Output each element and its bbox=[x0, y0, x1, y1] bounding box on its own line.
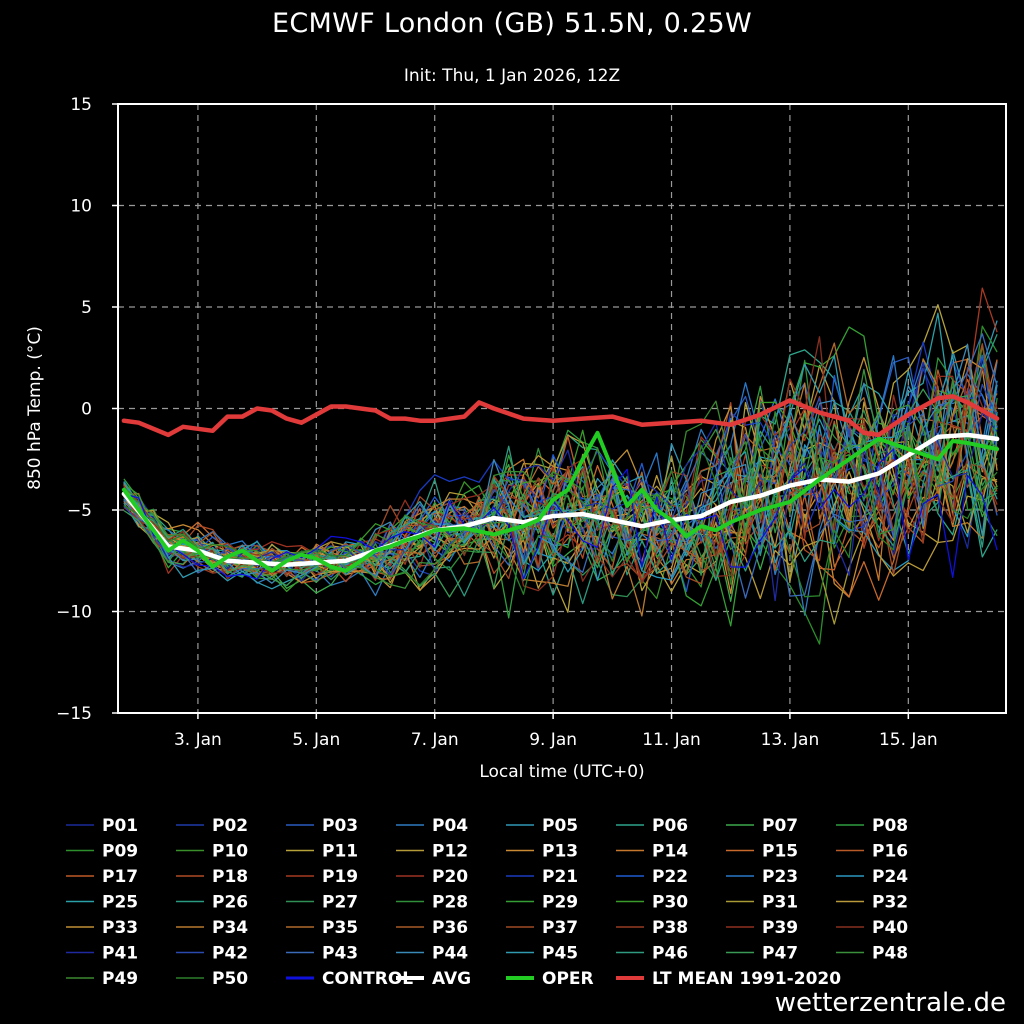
y-tick-label: 0 bbox=[81, 400, 92, 420]
grid-lines bbox=[118, 104, 1006, 713]
legend-label: P17 bbox=[102, 867, 138, 887]
legend-label: P44 bbox=[432, 944, 468, 964]
x-tick-label: 15. Jan bbox=[879, 730, 938, 750]
ensemble-temperature-chart: 15 10 5 0 −5 −10 −15 3. Jan 5. Jan 7. Jan 9. Jan 1… bbox=[25, 95, 1007, 989]
legend-label: P39 bbox=[762, 918, 798, 938]
legend-label: P47 bbox=[762, 944, 798, 964]
y-axis-label: 850 hPa Temp. (°C) bbox=[25, 326, 45, 490]
member-line-p34 bbox=[123, 358, 998, 617]
legend-label: P19 bbox=[322, 867, 358, 887]
legend-label: P22 bbox=[652, 867, 688, 887]
legend-label: P08 bbox=[872, 816, 908, 836]
legend-label: P14 bbox=[652, 842, 688, 862]
y-tick-label: 10 bbox=[70, 197, 92, 217]
legend-label: P35 bbox=[322, 918, 358, 938]
y-tick-label: 15 bbox=[70, 95, 92, 115]
y-tick-label: 5 bbox=[81, 298, 92, 318]
legend-label: P15 bbox=[762, 842, 798, 862]
chart-subtitle: Init: Thu, 1 Jan 2026, 12Z bbox=[403, 66, 621, 86]
series-line-lt-mean-1991-2020 bbox=[121, 394, 1000, 438]
y-tick-label: −15 bbox=[56, 704, 92, 724]
y-tick-label: −5 bbox=[67, 501, 92, 521]
member-line-p32 bbox=[123, 450, 998, 600]
legend: P01 P02 P03 P04 P05 P06 P07 P08 P09 P10 P11 P12 P13 P… bbox=[66, 816, 908, 989]
member-line-p39 bbox=[123, 375, 998, 584]
legend-label: P01 bbox=[102, 816, 138, 836]
legend-label: P10 bbox=[212, 842, 248, 862]
member-line-p35 bbox=[123, 342, 998, 575]
legend-label: P12 bbox=[432, 842, 468, 862]
legend-label: P16 bbox=[872, 842, 908, 862]
legend-label: P29 bbox=[542, 893, 578, 913]
main-series-lines bbox=[121, 394, 1000, 573]
legend-label: P45 bbox=[542, 944, 578, 964]
x-tick-label: 7. Jan bbox=[411, 730, 459, 750]
y-axis-ticks: 15 10 5 0 −5 −10 −15 bbox=[56, 95, 118, 724]
legend-label: P40 bbox=[872, 918, 908, 938]
member-line-p37 bbox=[123, 343, 998, 585]
member-line-p29 bbox=[123, 326, 998, 627]
legend-label: P26 bbox=[212, 893, 248, 913]
legend-label: P06 bbox=[652, 816, 688, 836]
legend-label: P02 bbox=[212, 816, 248, 836]
x-tick-label: 11. Jan bbox=[642, 730, 701, 750]
x-tick-label: 9. Jan bbox=[529, 730, 577, 750]
legend-label: P46 bbox=[652, 944, 688, 964]
legend-label: P11 bbox=[322, 842, 358, 862]
chart-title: ECMWF London (GB) 51.5N, 0.25W bbox=[272, 8, 752, 39]
legend-label: P48 bbox=[872, 944, 908, 964]
legend-label: P36 bbox=[432, 918, 468, 938]
ensemble-member-lines bbox=[123, 287, 998, 645]
legend-label: P42 bbox=[212, 944, 248, 964]
legend-label: P21 bbox=[542, 867, 578, 887]
legend-label: P20 bbox=[432, 867, 468, 887]
legend-label: P33 bbox=[102, 918, 138, 938]
legend-label: P37 bbox=[542, 918, 578, 938]
legend-label: P09 bbox=[102, 842, 138, 862]
member-line-p41 bbox=[123, 361, 998, 602]
legend-label: P31 bbox=[762, 893, 798, 913]
legend-label: OPER bbox=[542, 969, 594, 989]
legend-label: P49 bbox=[102, 969, 138, 989]
legend-label: P27 bbox=[322, 893, 358, 913]
legend-label: AVG bbox=[432, 969, 471, 989]
member-line-p33 bbox=[123, 356, 998, 591]
x-axis-ticks: 3. Jan 5. Jan 7. Jan 9. Jan 11. Jan 13. Jan 15… bbox=[174, 713, 938, 750]
legend-label: P38 bbox=[652, 918, 688, 938]
legend-label: P25 bbox=[102, 893, 138, 913]
legend-label: P04 bbox=[432, 816, 468, 836]
legend-label: P18 bbox=[212, 867, 248, 887]
legend-label: P23 bbox=[762, 867, 798, 887]
member-line-p30 bbox=[123, 389, 998, 593]
member-line-p10 bbox=[123, 344, 998, 600]
legend-label: CONTROL bbox=[322, 969, 413, 989]
legend-label: P03 bbox=[322, 816, 358, 836]
x-tick-label: 3. Jan bbox=[174, 730, 222, 750]
watermark-text: wetterzentrale.de bbox=[774, 988, 1006, 1018]
legend-label: P30 bbox=[652, 893, 688, 913]
legend-label: P43 bbox=[322, 944, 358, 964]
legend-label: P13 bbox=[542, 842, 578, 862]
x-tick-label: 13. Jan bbox=[761, 730, 820, 750]
legend-label: P34 bbox=[212, 918, 248, 938]
legend-label: P41 bbox=[102, 944, 138, 964]
legend-label: P05 bbox=[542, 816, 578, 836]
y-tick-label: −10 bbox=[56, 603, 92, 623]
legend-label: P07 bbox=[762, 816, 798, 836]
legend-label: P50 bbox=[212, 969, 248, 989]
legend-label: P32 bbox=[872, 893, 908, 913]
legend-label: P28 bbox=[432, 893, 468, 913]
x-axis-label: Local time (UTC+0) bbox=[479, 762, 644, 782]
legend-label: P24 bbox=[872, 867, 908, 887]
x-tick-label: 5. Jan bbox=[292, 730, 340, 750]
legend-label: LT MEAN 1991-2020 bbox=[652, 969, 841, 989]
series-line-oper bbox=[121, 430, 1000, 573]
